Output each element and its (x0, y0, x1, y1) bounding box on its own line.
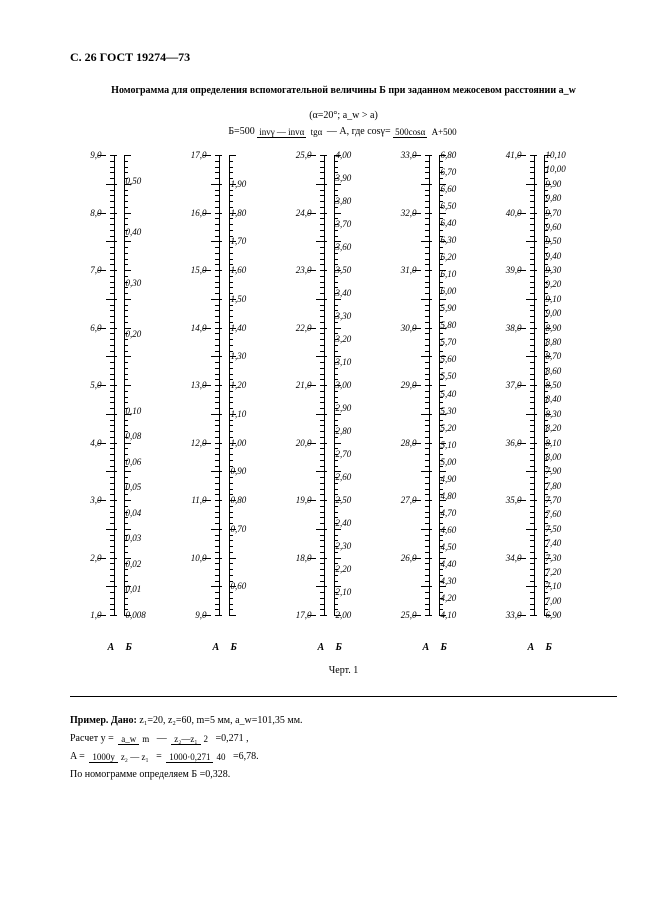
fraction-B: invγ — invα tgα (257, 125, 324, 139)
figure-label: Черт. 1 (70, 665, 617, 676)
formula-main: Б=500 invγ — invα tgα — A, где cosγ= 500… (70, 124, 617, 140)
example-line-3: A = 1000yz₂ — z₁ = 1000·0,27140 =6,78. (70, 748, 617, 766)
example-line-1: Пример. Дано: z₁=20, z₂=60, m=5 мм, a_w=… (70, 712, 617, 730)
page: С. 26 ГОСТ 19274—73 Номограмма для опред… (0, 0, 667, 907)
formula-block: (α=20°; a_w > a) Б=500 invγ — invα tgα —… (70, 108, 617, 140)
fraction-cos: 500cosα A+500 (393, 125, 459, 139)
example-line-2: Расчет y = a_wm — z₂—z₁2 =0,271 , (70, 730, 617, 748)
nomogram-chart: 9,08,07,06,05,04,03,02,01,00,500,400,300… (84, 155, 604, 655)
formula-condition: (α=20°; a_w > a) (70, 108, 617, 124)
nomogram-title: Номограмма для определения вспомогательн… (70, 85, 617, 96)
separator (70, 696, 617, 697)
example-line-4: По номограмме определяем Б =0,328. (70, 766, 617, 784)
example-block: Пример. Дано: z₁=20, z₂=60, m=5 мм, a_w=… (70, 712, 617, 784)
page-header: С. 26 ГОСТ 19274—73 (70, 50, 617, 65)
